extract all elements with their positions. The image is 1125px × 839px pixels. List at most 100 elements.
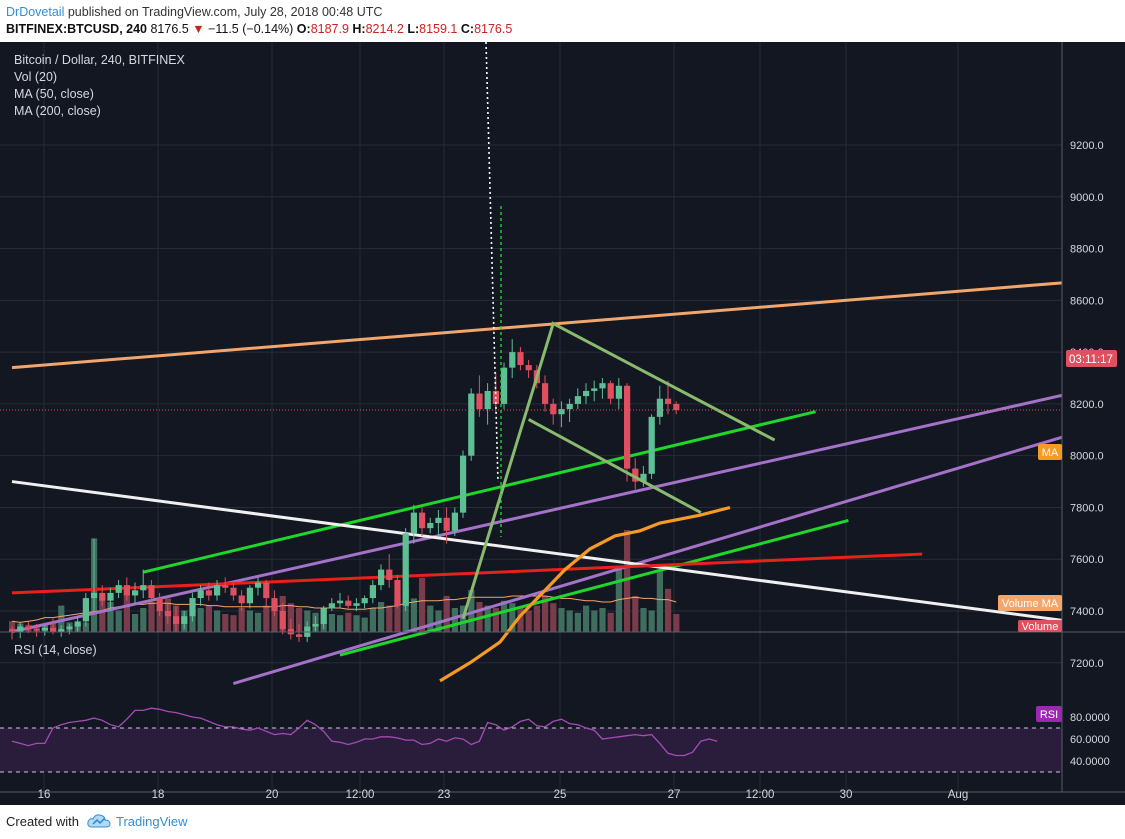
candle-body[interactable] [558,409,565,415]
candle-body[interactable] [599,383,606,389]
candle-body[interactable] [82,598,89,622]
volume-bar [665,588,672,632]
candle-body[interactable] [255,582,262,588]
candle-body[interactable] [632,468,639,482]
ma50-line[interactable] [439,505,731,683]
candle-body[interactable] [550,403,557,415]
candle-body[interactable] [386,569,393,580]
candle-body[interactable] [542,383,549,404]
candle-body[interactable] [205,590,212,596]
candle-body[interactable] [189,598,196,617]
candle-body[interactable] [41,627,48,631]
candle-body[interactable] [25,626,32,630]
candle-body[interactable] [394,579,401,606]
candle-body[interactable] [123,585,130,596]
candle-body[interactable] [435,517,442,523]
candle-body[interactable] [574,396,581,404]
candle-body[interactable] [296,634,303,637]
candle-body[interactable] [517,352,524,366]
candle-body[interactable] [451,512,458,531]
flag-pole[interactable] [461,321,776,620]
candle-body[interactable] [66,626,73,630]
candle-body[interactable] [214,585,221,596]
candle-body[interactable] [197,590,204,599]
candle-body[interactable] [99,592,106,601]
candle-body[interactable] [591,388,598,391]
candle-body[interactable] [648,416,655,474]
candle-body[interactable] [181,616,188,624]
candle-body[interactable] [427,522,434,529]
candle-body[interactable] [443,517,450,531]
candle-body[interactable] [484,390,491,410]
green-upper[interactable] [142,410,816,574]
low-value: 8159.1 [419,22,458,36]
candle-body[interactable] [640,473,647,482]
candle-body[interactable] [58,629,65,632]
candle-body[interactable] [525,365,532,371]
candle-body[interactable] [279,611,286,630]
candle-body[interactable] [328,603,335,609]
orange-channel-top[interactable] [11,280,1070,370]
legend-rsi: RSI (14, close) [14,643,97,657]
white-diagonal[interactable] [11,480,1070,623]
candle-body[interactable] [156,598,163,612]
candle-body[interactable] [583,390,590,397]
candle-body[interactable] [468,393,475,456]
candle-body[interactable] [320,608,327,624]
candle-body[interactable] [615,385,622,399]
candle-body[interactable] [419,512,426,529]
candle-body[interactable] [50,627,57,632]
candle-body[interactable] [361,598,368,604]
red-near-flat[interactable] [11,552,923,595]
candle-body[interactable] [263,582,270,599]
candle-body[interactable] [230,587,237,596]
candle-body[interactable] [566,403,573,410]
purple-lower[interactable] [232,433,1071,685]
candle-body[interactable] [107,592,114,601]
candle-body[interactable] [656,398,663,417]
candle-body[interactable] [17,626,24,632]
candle-body[interactable] [353,603,360,606]
candle-body[interactable] [222,585,229,588]
candle-body[interactable] [460,455,467,513]
author-link[interactable]: DrDovetail [6,5,65,19]
candle-body[interactable] [624,385,631,469]
price-chart[interactable]: 7200.07400.07600.07800.08000.08200.08400… [0,42,1125,805]
candle-body[interactable] [164,611,171,617]
candle-body[interactable] [33,629,40,631]
candle-body[interactable] [476,393,483,410]
purple-upper[interactable] [11,392,1071,634]
candle-body[interactable] [345,600,352,606]
candle-body[interactable] [501,367,508,404]
low-label: L: [407,22,420,36]
candle-body[interactable] [115,585,122,593]
candle-body[interactable] [337,600,344,604]
candle-body[interactable] [91,592,98,599]
candle-body[interactable] [673,403,680,410]
volume-bar [427,605,434,632]
candle-body[interactable] [271,598,278,612]
volume-bar [189,614,196,632]
candle-body[interactable] [410,512,417,534]
volume-bar [378,602,385,632]
candle-body[interactable] [607,383,614,399]
candle-body[interactable] [665,398,672,404]
candle-body[interactable] [9,629,16,632]
tradingview-link[interactable]: TradingView [116,814,188,829]
candle-body[interactable] [140,585,147,591]
candle-body[interactable] [312,623,319,627]
candle-body[interactable] [173,616,180,624]
candle-body[interactable] [378,569,385,586]
candle-body[interactable] [246,587,253,604]
flag-lower[interactable] [527,418,702,514]
candle-body[interactable] [148,585,155,599]
candle-body[interactable] [369,585,376,599]
price-tick-label: 8800.0 [1070,244,1104,256]
candle-body[interactable] [238,595,245,604]
candle-body[interactable] [402,533,409,606]
candle-body[interactable] [74,621,81,627]
green-lower[interactable] [339,518,849,657]
white-dotted-line[interactable] [485,42,499,483]
candle-body[interactable] [509,352,516,368]
candle-body[interactable] [132,590,139,596]
